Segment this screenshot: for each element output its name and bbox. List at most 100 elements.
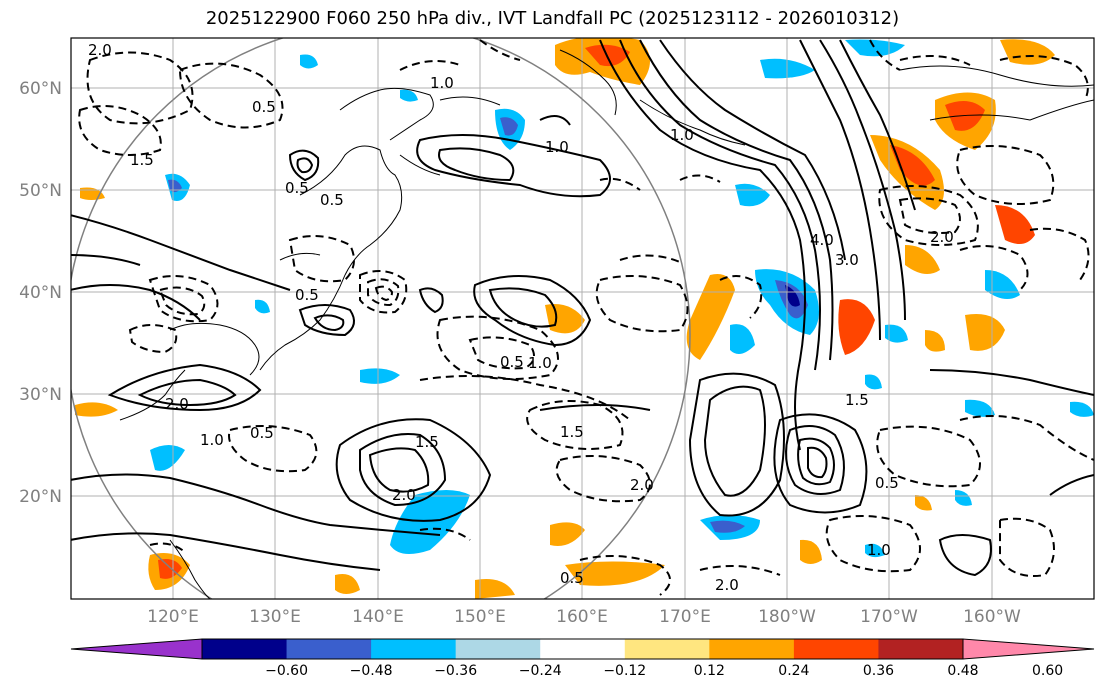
- contour-label: 1.0: [867, 541, 891, 559]
- negative-patch: [150, 445, 185, 471]
- landfall-circle: [71, 38, 691, 599]
- contour-label: 1.0: [545, 138, 569, 156]
- colorbar-extend-min: [70, 638, 203, 660]
- contour-label: 1.0: [430, 74, 454, 92]
- negative-patch: [1070, 401, 1094, 417]
- lon-tick-label: 140°E: [352, 607, 404, 627]
- contour-label: 4.0: [810, 231, 834, 249]
- coastlines: [119, 49, 1094, 599]
- negative-patch: [865, 543, 885, 558]
- lon-tick-label: 130°E: [249, 607, 301, 627]
- negative-patch: [300, 54, 318, 69]
- colorbar-swatch: [709, 639, 795, 659]
- contour-label: 0.5: [500, 353, 524, 371]
- positive-patch: [915, 495, 932, 511]
- contour-label: 0.5: [320, 191, 344, 209]
- positive-patch: [995, 205, 1035, 244]
- colorbar-swatch: [624, 639, 710, 659]
- contour-label: 1.5: [415, 433, 439, 451]
- negative-patch: [785, 285, 800, 307]
- plot-frame: [70, 37, 1095, 600]
- colorbar-swatch: [455, 639, 541, 659]
- colorbar: −0.60 −0.48 −0.36 −0.24 −0.12 0.12 0.24 0.36 0.4…: [70, 638, 1095, 679]
- negative-patch: [955, 490, 972, 506]
- positive-patch: [475, 579, 515, 599]
- lat-tick-label: 30°N: [19, 385, 62, 405]
- positive-patch: [686, 274, 735, 360]
- colorbar-swatch: [202, 639, 288, 659]
- contour-label: 0.5: [875, 474, 899, 492]
- negative-patch: [168, 179, 182, 193]
- lon-tick-label: 170°E: [659, 607, 711, 627]
- positive-patch: [800, 539, 822, 564]
- colorbar-frame: [201, 638, 964, 660]
- negative-patch: [965, 399, 995, 417]
- colorbar-swatch: [878, 639, 964, 659]
- contour-label: 1.5: [845, 391, 869, 409]
- contour-label: 3.0: [835, 251, 859, 269]
- positive-patch: [335, 574, 360, 594]
- lat-tick-label: 50°N: [19, 181, 62, 201]
- positive-patch: [158, 559, 182, 579]
- lon-axis: 120°E 130°E 140°E 150°E 160°E 170°E 180°…: [147, 607, 1021, 627]
- lon-tick-label: 160°W: [963, 607, 1021, 627]
- colorbar-extend-max: [962, 638, 1095, 660]
- colorbar-tick-label: −0.12: [603, 663, 646, 679]
- contour-label: 0.5: [250, 424, 274, 442]
- positive-patch: [565, 561, 665, 586]
- contour-labels: 2.0 0.5 1.0 1.5 0.5 0.5 1.0 4.0 3.0 2.0 …: [88, 41, 954, 594]
- contour-label: 1.5: [560, 423, 584, 441]
- colorbar-swatch: [540, 639, 626, 659]
- negative-patch: [865, 374, 882, 390]
- negative-patch: [730, 324, 755, 354]
- negative-patch: [390, 490, 470, 554]
- positive-patch: [890, 145, 935, 186]
- lat-axis: 60°N 50°N 40°N 30°N 20°N: [19, 79, 62, 507]
- lon-tick-label: 150°E: [454, 607, 506, 627]
- positive-patch: [965, 314, 1005, 351]
- positive-patch: [550, 522, 585, 546]
- contour-label: 1.0: [200, 431, 224, 449]
- contour-label: 1.0: [670, 126, 694, 144]
- negative-patch: [885, 324, 908, 343]
- contour-label: 0.5: [295, 286, 319, 304]
- colorbar-tick-label: 0.48: [947, 663, 978, 679]
- contour-label: 1.0: [528, 354, 552, 372]
- negative-patch: [500, 117, 518, 136]
- positive-patch: [925, 330, 945, 352]
- lon-tick-label: 170°W: [860, 607, 918, 627]
- positive-patch: [838, 299, 875, 355]
- lat-tick-label: 60°N: [19, 79, 62, 99]
- lon-tick-label: 120°E: [147, 607, 199, 627]
- contour-label: 0.5: [252, 98, 276, 116]
- negative-patch: [360, 368, 400, 384]
- contour-label: 0.5: [560, 569, 584, 587]
- colorbar-swatch: [371, 639, 457, 659]
- colorbar-tick-label: 0.60: [1032, 663, 1063, 679]
- contour-label: 2.0: [88, 41, 112, 59]
- lon-tick-label: 160°E: [556, 607, 608, 627]
- contour-label: 1.5: [130, 151, 154, 169]
- positive-patch: [905, 245, 940, 274]
- colorbar-swatch: [793, 639, 879, 659]
- negative-patch: [400, 89, 418, 102]
- lat-tick-label: 20°N: [19, 487, 62, 507]
- colorbar-tick-label: −0.60: [265, 663, 308, 679]
- colorbar-tick-label: 0.24: [778, 663, 809, 679]
- chart-title: 2025122900 F060 250 hPa div., IVT Landfa…: [205, 8, 900, 29]
- contour-label: 0.5: [285, 179, 309, 197]
- negative-patch: [735, 183, 770, 207]
- lon-tick-label: 180°W: [758, 607, 816, 627]
- gridlines: [71, 38, 1094, 599]
- contour-label: 2.0: [630, 476, 654, 494]
- colorbar-tick-label: −0.48: [350, 663, 393, 679]
- negative-patch: [845, 39, 905, 57]
- colorbar-tick-label: 0.12: [694, 663, 725, 679]
- colorbar-tick-label: −0.36: [434, 663, 477, 679]
- colorbar-tick-label: −0.24: [519, 663, 562, 679]
- dashed-contours: [78, 39, 1094, 596]
- contour-label: 2.0: [165, 395, 189, 413]
- colorbar-tick-label: 0.36: [863, 663, 894, 679]
- colorbar-swatch: [286, 639, 372, 659]
